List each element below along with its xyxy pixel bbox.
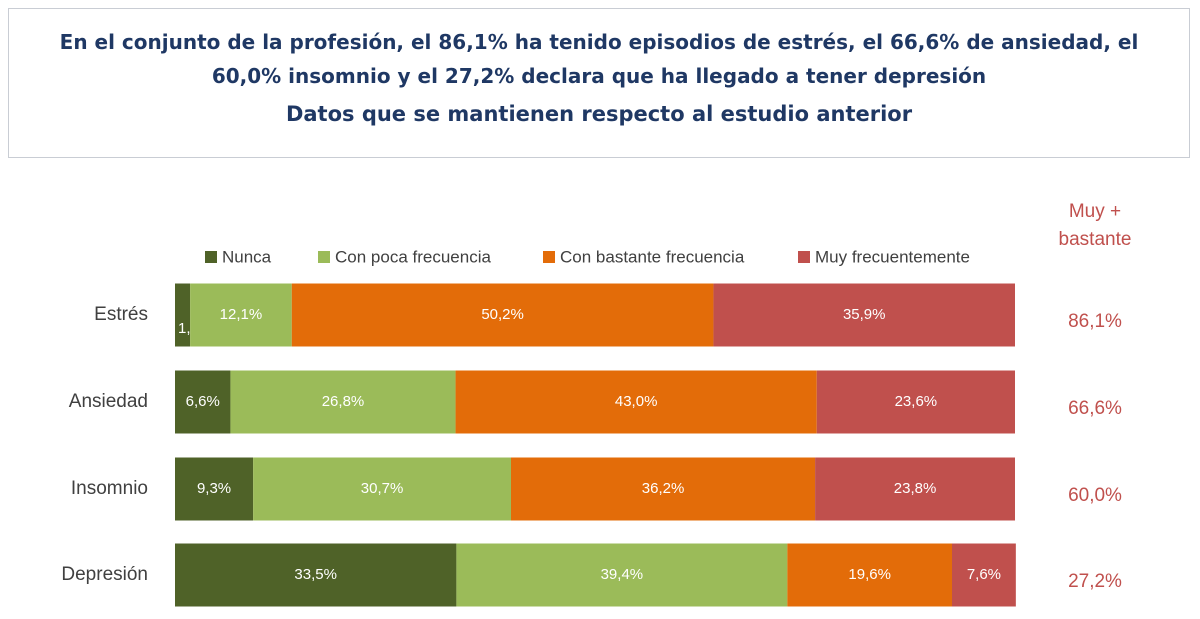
value-label: 23,8%: [894, 480, 937, 497]
total-label: 60,0%: [1068, 485, 1122, 506]
bar-segment: [816, 370, 1015, 434]
legend-label: Nunca: [222, 247, 272, 266]
bar-segment: [713, 283, 1015, 347]
bar-segment: [175, 370, 231, 434]
legend-swatch: [318, 251, 330, 263]
header-box: En el conjunto de la profesión, el 86,1%…: [8, 8, 1190, 158]
legend-swatch: [205, 251, 217, 263]
value-label: 36,2%: [642, 480, 685, 497]
value-label: 9,3%: [197, 480, 231, 497]
bar-segment: [787, 543, 952, 607]
total-label: 86,1%: [1068, 311, 1122, 332]
value-label: 50,2%: [481, 306, 524, 323]
value-label: 19,6%: [848, 566, 891, 583]
bar-segment: [175, 283, 191, 347]
value-label: 23,6%: [895, 393, 938, 410]
total-label: 66,6%: [1068, 398, 1122, 419]
bar-segment: [291, 283, 714, 347]
bar-segment: [230, 370, 456, 434]
category-label: Depresión: [61, 564, 148, 585]
value-label: 7,6%: [967, 566, 1001, 583]
bar-segment: [175, 543, 457, 607]
bar-segment: [190, 283, 292, 347]
category-label: Insomnio: [71, 478, 148, 499]
legend-label: Muy frecuentemente: [815, 247, 970, 266]
legend-label: Con bastante frecuencia: [560, 247, 745, 266]
bar-segment: [455, 370, 817, 434]
bar-segment: [175, 457, 254, 521]
legend-swatch: [798, 251, 810, 263]
totals-title: Muy + bastante: [1058, 201, 1132, 250]
bar-segment: [511, 457, 816, 521]
legend-swatch: [543, 251, 555, 263]
value-label: 35,9%: [843, 306, 886, 323]
header-subtitle: Datos que se mantienen respecto al estud…: [285, 102, 913, 126]
value-label: 39,4%: [601, 566, 644, 583]
value-label: 12,1%: [220, 306, 263, 323]
bar-segment: [253, 457, 511, 521]
total-label: 27,2%: [1068, 571, 1122, 592]
value-label: 33,5%: [294, 566, 337, 583]
category-label: Estrés: [94, 304, 148, 325]
bar-segment: [815, 457, 1015, 521]
bar-segment: [952, 543, 1016, 607]
header-title: En el conjunto de la profesión, el 86,1%…: [59, 30, 1139, 88]
bar-segment: [456, 543, 788, 607]
value-label: 30,7%: [361, 480, 404, 497]
value-label: 26,8%: [322, 393, 365, 410]
value-label: 43,0%: [615, 393, 658, 410]
value-label: 6,6%: [186, 393, 220, 410]
legend-label: Con poca frecuencia: [335, 247, 491, 266]
category-label: Ansiedad: [69, 391, 148, 412]
